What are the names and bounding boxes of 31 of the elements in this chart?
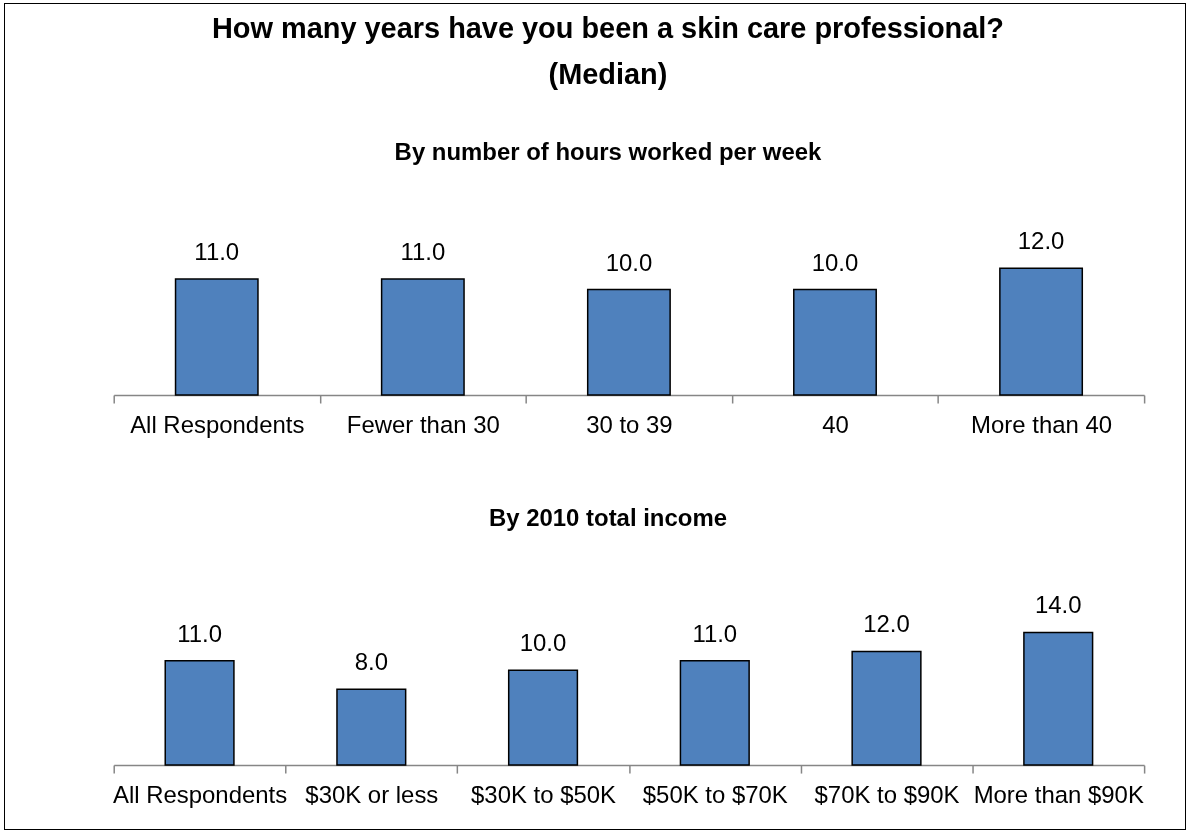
data-label: 12.0 bbox=[1017, 227, 1065, 255]
chart-subtitle: By 2010 total income bbox=[488, 503, 727, 531]
x-tick-label: Fewer than 30 bbox=[346, 411, 500, 439]
data-label: 11.0 bbox=[692, 619, 738, 647]
data-label: 8.0 bbox=[354, 648, 388, 676]
data-label: 11.0 bbox=[194, 237, 240, 265]
chart-subtitle: By number of hours worked per week bbox=[394, 137, 823, 165]
x-tick-label: 40 bbox=[822, 411, 849, 439]
bar bbox=[164, 660, 235, 766]
x-tick-label: More than 40 bbox=[971, 411, 1113, 439]
x-tick-label: $50K to $70K bbox=[642, 781, 788, 809]
data-label: 11.0 bbox=[177, 619, 222, 647]
chart-title: How many years have you been a skin care professional? (Median) bbox=[211, 11, 1004, 90]
x-tick-label: More than $90K bbox=[973, 781, 1144, 809]
data-label: 12.0 bbox=[863, 610, 910, 638]
x-tick-label: $30K to $50K bbox=[471, 781, 617, 809]
x-tick-label: $70K to $90K bbox=[814, 781, 960, 809]
data-label: 14.0 bbox=[1034, 591, 1082, 619]
data-label: 10.0 bbox=[811, 248, 859, 276]
x-tick-label: 30 to 39 bbox=[586, 411, 673, 439]
data-label: 10.0 bbox=[519, 629, 567, 657]
x-tick-label: All Respondents bbox=[112, 781, 288, 809]
bar bbox=[507, 669, 579, 766]
bar bbox=[679, 660, 750, 766]
bar bbox=[1023, 631, 1094, 766]
x-tick-label: $30K or less bbox=[305, 781, 439, 809]
data-label: 11.0 bbox=[400, 237, 446, 265]
data-label: 10.0 bbox=[605, 248, 653, 276]
bar bbox=[851, 650, 922, 766]
bar bbox=[336, 688, 407, 766]
x-tick-label: All Respondents bbox=[130, 411, 305, 439]
